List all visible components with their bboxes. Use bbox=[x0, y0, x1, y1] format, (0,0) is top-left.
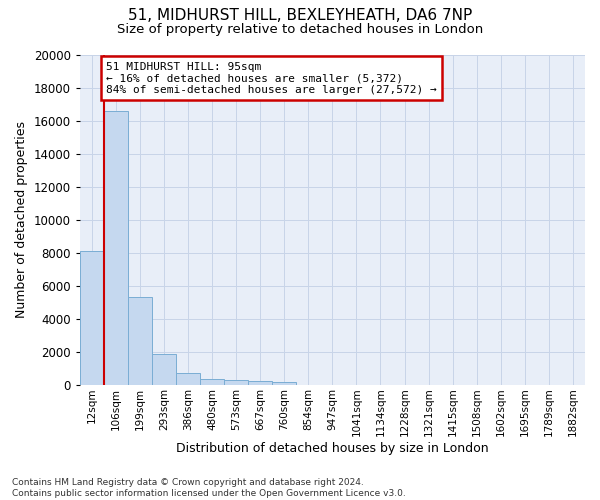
Bar bbox=[176, 372, 200, 385]
Text: Contains HM Land Registry data © Crown copyright and database right 2024.
Contai: Contains HM Land Registry data © Crown c… bbox=[12, 478, 406, 498]
Text: 51, MIDHURST HILL, BEXLEYHEATH, DA6 7NP: 51, MIDHURST HILL, BEXLEYHEATH, DA6 7NP bbox=[128, 8, 472, 22]
Bar bbox=[248, 382, 272, 385]
Bar bbox=[200, 379, 224, 385]
Bar bbox=[272, 382, 296, 385]
Bar bbox=[152, 354, 176, 385]
X-axis label: Distribution of detached houses by size in London: Distribution of detached houses by size … bbox=[176, 442, 488, 455]
Bar bbox=[224, 380, 248, 385]
Text: Size of property relative to detached houses in London: Size of property relative to detached ho… bbox=[117, 22, 483, 36]
Bar bbox=[128, 296, 152, 385]
Bar bbox=[80, 252, 104, 385]
Y-axis label: Number of detached properties: Number of detached properties bbox=[15, 122, 28, 318]
Text: 51 MIDHURST HILL: 95sqm
← 16% of detached houses are smaller (5,372)
84% of semi: 51 MIDHURST HILL: 95sqm ← 16% of detache… bbox=[106, 62, 437, 95]
Bar bbox=[104, 111, 128, 385]
